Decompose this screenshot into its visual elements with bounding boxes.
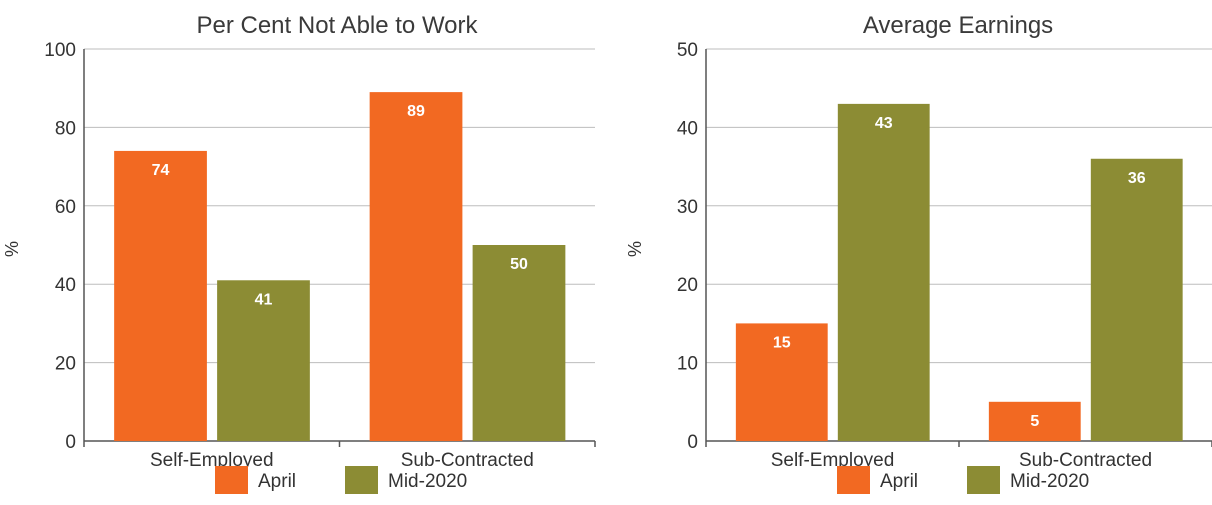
y-tick-label: 60 [55, 197, 76, 218]
legend-label: Mid-2020 [1010, 471, 1089, 492]
x-category-label: Self-Employed [771, 450, 895, 471]
y-tick-label: 20 [55, 354, 76, 375]
y-tick-label: 30 [677, 197, 698, 218]
chart-title: Average Earnings [863, 12, 1053, 39]
legend-swatch [215, 466, 248, 494]
data-label: 89 [407, 103, 425, 120]
y-tick-label: 10 [677, 354, 698, 375]
y-tick-label: 50 [677, 40, 698, 61]
bar-mid-2020 [217, 280, 310, 441]
y-axis-label: % [2, 241, 22, 257]
x-category-label: Sub-Contracted [1019, 450, 1152, 471]
bar-mid-2020 [837, 103, 930, 441]
data-label: 15 [773, 334, 791, 351]
legend-swatch [837, 466, 870, 494]
y-tick-label: 80 [55, 118, 76, 139]
bar-mid-2020 [472, 245, 566, 441]
x-category-label: Self-Employed [150, 450, 274, 471]
chart-title: Per Cent Not Able to Work [196, 12, 478, 39]
bar-april [735, 323, 828, 441]
bar-april [369, 92, 463, 442]
legend-label: April [880, 471, 918, 492]
legend-swatch [967, 466, 1000, 494]
data-label: 41 [255, 291, 273, 308]
data-label: 43 [875, 115, 893, 132]
legend-label: April [258, 471, 296, 492]
data-label: 36 [1128, 170, 1146, 187]
y-tick-label: 0 [687, 432, 698, 453]
legend-swatch [345, 466, 378, 494]
data-label: 50 [510, 256, 528, 273]
bar-mid-2020 [1090, 158, 1183, 441]
data-label: 74 [152, 162, 170, 179]
y-tick-label: 0 [65, 432, 76, 453]
x-category-label: Sub-Contracted [401, 450, 534, 471]
legend-label: Mid-2020 [388, 471, 467, 492]
y-tick-label: 100 [44, 40, 76, 61]
y-tick-label: 40 [677, 118, 698, 139]
y-tick-label: 40 [55, 275, 76, 296]
data-label: 5 [1030, 413, 1039, 430]
y-tick-label: 20 [677, 275, 698, 296]
chart-panel-2: Average Earnings 0 10 20 30 40 50% Self-Employe… [625, 12, 1212, 494]
chart-panel-1: Per Cent Not Able to Work 0 20 40 60 80 100% Se… [2, 12, 596, 494]
bar-april [988, 401, 1081, 441]
y-axis-label: % [625, 241, 645, 257]
bar-april [114, 150, 207, 442]
